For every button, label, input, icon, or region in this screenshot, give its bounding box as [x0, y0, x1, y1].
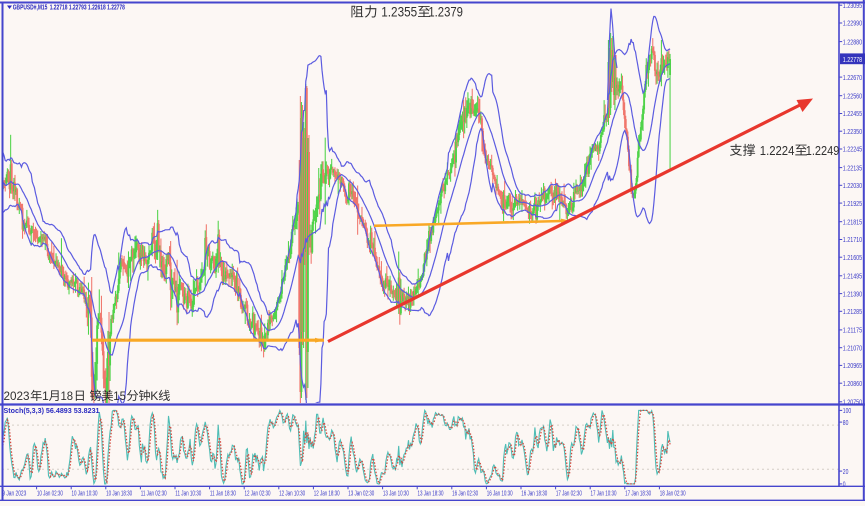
svg-text:1.21390: 1.21390	[843, 289, 862, 298]
svg-text:1.21495: 1.21495	[843, 272, 862, 281]
svg-text:1.21925: 1.21925	[843, 199, 862, 208]
svg-text:17 Jan 02:30: 17 Jan 02:30	[556, 488, 582, 497]
svg-text:12 Jan 18:30: 12 Jan 18:30	[314, 488, 340, 497]
svg-text:1.22245: 1.22245	[843, 145, 862, 154]
svg-text:1.21815: 1.21815	[843, 217, 862, 226]
svg-text:1.21175: 1.21175	[843, 326, 862, 335]
svg-text:12 Jan 02:30: 12 Jan 02:30	[245, 488, 271, 497]
svg-text:16 Jan 10:30: 16 Jan 10:30	[487, 488, 513, 497]
svg-text:17 Jan 10:30: 17 Jan 10:30	[591, 488, 617, 497]
svg-text:17 Jan 18:30: 17 Jan 18:30	[625, 488, 651, 497]
svg-text:18: 18	[61, 389, 74, 403]
svg-text:1.2379: 1.2379	[428, 5, 463, 20]
svg-text:1.22350: 1.22350	[843, 127, 862, 136]
svg-text:16 Jan 02:30: 16 Jan 02:30	[452, 488, 478, 497]
svg-text:100: 100	[843, 406, 851, 415]
svg-text:1: 1	[42, 389, 49, 403]
svg-text:1.20860: 1.20860	[843, 379, 862, 388]
svg-text:GBPUSD#,M15: GBPUSD#,M15	[13, 3, 48, 12]
svg-text:16 Jan 18:30: 16 Jan 18:30	[521, 488, 547, 497]
svg-text:13 Jan 18:30: 13 Jan 18:30	[418, 488, 444, 497]
svg-text:1.21710: 1.21710	[843, 235, 862, 244]
svg-text:18 Jan 02:30: 18 Jan 02:30	[660, 488, 686, 497]
svg-text:2023: 2023	[4, 389, 30, 403]
svg-text:1.21605: 1.21605	[843, 253, 862, 262]
svg-text:10 Jan 10:30: 10 Jan 10:30	[72, 488, 98, 497]
svg-text:1.23095: 1.23095	[843, 1, 862, 10]
svg-text:13 Jan 02:30: 13 Jan 02:30	[348, 488, 374, 497]
svg-text:11 Jan 10:30: 11 Jan 10:30	[175, 488, 201, 497]
svg-text:1.20750: 1.20750	[843, 398, 862, 407]
svg-text:0: 0	[843, 480, 846, 489]
svg-text:20: 20	[843, 467, 849, 476]
svg-text:11 Jan 02:30: 11 Jan 02:30	[141, 488, 167, 497]
svg-text:1.21285: 1.21285	[843, 307, 862, 316]
svg-text:80: 80	[843, 418, 849, 427]
svg-text:1.22990: 1.22990	[843, 19, 862, 28]
svg-text:1.22135: 1.22135	[843, 163, 862, 172]
svg-text:1.22670: 1.22670	[843, 73, 862, 82]
svg-text:1.2249: 1.2249	[806, 143, 840, 158]
svg-text:1.22718 1.22793 1.22618 1.2277: 1.22718 1.22793 1.22618 1.22778	[50, 3, 125, 12]
svg-text:1.22455: 1.22455	[843, 109, 862, 118]
svg-text:1.21070: 1.21070	[843, 343, 862, 352]
svg-text:1.2224: 1.2224	[760, 143, 795, 158]
svg-text:1.20965: 1.20965	[843, 361, 862, 370]
svg-text:1.22560: 1.22560	[843, 91, 862, 100]
svg-text:9 Jan 2023: 9 Jan 2023	[2, 488, 26, 497]
svg-text:13 Jan 10:30: 13 Jan 10:30	[383, 488, 409, 497]
svg-text:K: K	[150, 389, 158, 403]
svg-text:1.22030: 1.22030	[843, 181, 862, 190]
svg-text:10 Jan 18:30: 10 Jan 18:30	[106, 488, 132, 497]
svg-text:1.2355: 1.2355	[381, 5, 417, 20]
svg-text:1.22778: 1.22778	[843, 55, 862, 64]
svg-text:Stoch(5,3,3) 56.4893 53.8231: Stoch(5,3,3) 56.4893 53.8231	[4, 408, 100, 415]
svg-text:15: 15	[113, 389, 126, 403]
svg-text:11 Jan 18:30: 11 Jan 18:30	[210, 488, 236, 497]
svg-text:12 Jan 10:30: 12 Jan 10:30	[279, 488, 305, 497]
svg-text:1.22880: 1.22880	[843, 37, 862, 46]
svg-text:10 Jan 02:30: 10 Jan 02:30	[37, 488, 63, 497]
